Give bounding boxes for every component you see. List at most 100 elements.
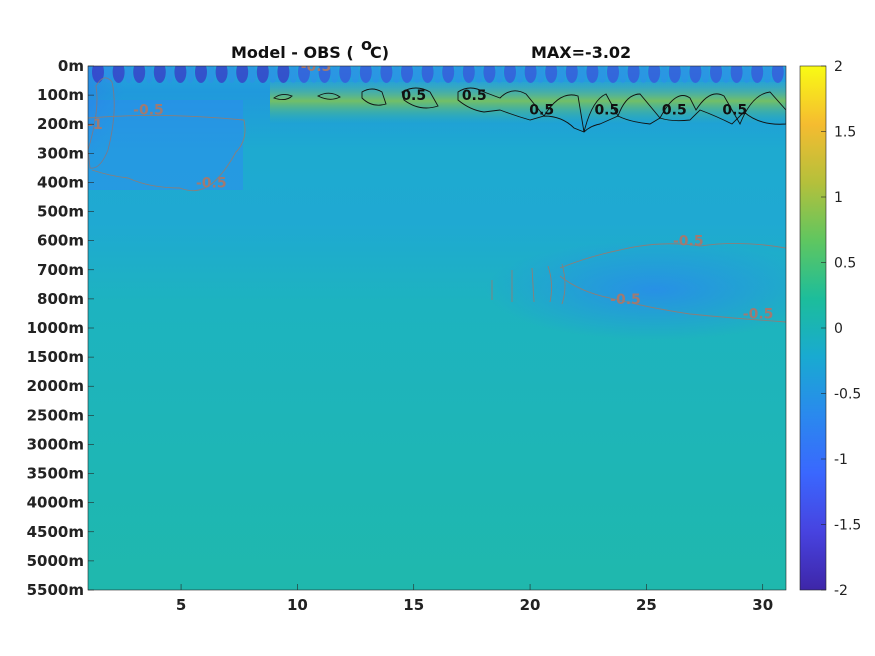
y-tick-label: 400m	[37, 173, 84, 191]
surface-warm-cell	[742, 66, 751, 83]
surface-warm-cell	[165, 66, 174, 83]
surface-cold-cell	[565, 66, 578, 83]
y-tick-label: 600m	[37, 232, 84, 250]
contour-label: 0.5	[594, 103, 619, 119]
contour-label: 0.5	[401, 88, 426, 104]
contour-label: -0.5	[196, 175, 227, 191]
contour-negative-0.5-mid	[559, 242, 786, 323]
y-tick-label: 100m	[37, 86, 84, 104]
surface-warm-cell	[248, 66, 257, 83]
surface-warm-cell	[330, 66, 339, 83]
y-tick-label: 2500m	[27, 406, 84, 424]
surface-warm-cell	[783, 66, 786, 83]
surface-cold-cell	[401, 66, 413, 83]
surface-warm-cell	[186, 66, 195, 83]
surface-warm-cell	[268, 66, 277, 83]
y-tick-label: 4000m	[27, 494, 84, 512]
heatmap-plot-area: 0.5 0.5 0.5 0.5 0.5 0.5 -1 -0.5 -0.5 -0.5 -0.5 -0.5…	[87, 59, 786, 590]
surface-warm-cell	[660, 66, 669, 83]
surface-warm-cell	[289, 66, 298, 83]
y-tick-label: 3500m	[27, 465, 84, 483]
surface-cold-cell	[710, 66, 722, 83]
surface-warm-cell	[598, 66, 607, 83]
title-main: Model - OBS (	[231, 43, 354, 62]
y-tick-label: 800m	[37, 290, 84, 308]
surface-cold-cell	[442, 66, 455, 83]
contour-labels: 0.5 0.5 0.5 0.5 0.5 0.5 -1 -0.5 -0.5 -0.5 -0.5 -0.5…	[87, 59, 774, 322]
y-tick-label: 0m	[58, 57, 84, 75]
surface-warm-cell	[454, 66, 463, 83]
surface-cold-cell	[483, 66, 496, 83]
contour-label: 0.5	[722, 103, 747, 119]
surface-cold-cell	[318, 66, 331, 83]
surface-cold-cell	[648, 66, 661, 83]
colorbar-tick-label: 0.5	[834, 256, 856, 272]
surface-warm-cell	[474, 66, 483, 83]
surface-warm-cell	[577, 66, 586, 83]
surface-cold-cell	[668, 66, 681, 83]
surface-warm-cell	[680, 66, 689, 83]
contour-negative-0.5-upper-left	[88, 114, 246, 192]
surface-warm-cell	[145, 66, 154, 83]
title-unit: C)	[370, 43, 389, 62]
surface-cold-cell	[112, 66, 125, 83]
contour-label: -0.5	[301, 59, 332, 75]
contour-lines	[88, 77, 786, 323]
colorbar-tick-label: -0.5	[834, 387, 861, 403]
colorbar-tick-label: -1.5	[834, 518, 861, 534]
surface-cold-cell	[277, 66, 290, 83]
surface-warm-cell	[104, 66, 112, 83]
y-tick-label: 1000m	[27, 319, 84, 337]
y-tick-label: 1500m	[27, 348, 84, 366]
surface-cold-cell	[586, 66, 599, 83]
contour-small-loops	[491, 263, 566, 305]
y-tick-label: 500m	[37, 203, 84, 221]
colorbar-ticks: 2 1.5 1 0.5 0 -0.5 -1 -1.5 -2	[821, 59, 861, 599]
chart-subtitle-max: MAX=-3.02	[531, 43, 631, 62]
surface-cold-cell	[524, 66, 537, 83]
surface-warm-cell	[310, 66, 318, 83]
surface-warm-cell	[701, 66, 710, 83]
surface-cold-cell	[153, 66, 166, 83]
contour-label: -1	[87, 117, 103, 133]
surface-cold-cell	[133, 66, 146, 83]
colorbar-tick-label: 2	[834, 59, 843, 75]
surface-warm-cell	[413, 66, 421, 83]
y-tick-label: 5500m	[27, 581, 84, 599]
contour-label: -0.5	[743, 306, 774, 322]
colorbar-tick-label: -2	[834, 583, 848, 599]
y-tick-label: 5000m	[27, 552, 84, 570]
surface-cold-cell	[298, 66, 310, 83]
x-tick-label: 20	[520, 596, 541, 614]
surface-cold-cell	[215, 66, 228, 83]
y-tick-label: 2000m	[27, 377, 84, 395]
surface-cold-cell	[421, 66, 434, 83]
surface-cold-cell	[627, 66, 640, 83]
surface-warm-cell	[557, 66, 566, 83]
surface-warm-cell	[227, 66, 236, 83]
surface-cold-cell	[359, 66, 372, 83]
y-tick-label: 4500m	[27, 523, 84, 541]
y-tick-label: 700m	[37, 261, 84, 279]
surface-warm-cell	[351, 66, 360, 83]
surface-warm-cell	[536, 66, 545, 83]
x-tick-label: 5	[176, 596, 186, 614]
surface-warm-cell	[371, 66, 380, 83]
y-tick-label: 3000m	[27, 435, 84, 453]
surface-cold-cell	[256, 66, 269, 83]
surface-cold-cell	[195, 66, 207, 83]
surface-cold-cell	[339, 66, 352, 83]
x-tick-label: 15	[403, 596, 424, 614]
surface-cold-cell	[92, 66, 104, 83]
colorbar-tick-label: 1.5	[834, 125, 856, 141]
colorbar-tick-label: -1	[834, 452, 848, 468]
surface-warm-cell	[763, 66, 772, 83]
surface-cold-cell	[689, 66, 702, 83]
surface-cold-cell	[380, 66, 393, 83]
cold-corner-anomaly	[88, 66, 148, 206]
contour-negative-1	[88, 77, 115, 169]
surface-warm-cell	[722, 66, 730, 83]
title-degree-symbol: o	[361, 35, 372, 54]
surface-cold-cell	[462, 66, 475, 83]
